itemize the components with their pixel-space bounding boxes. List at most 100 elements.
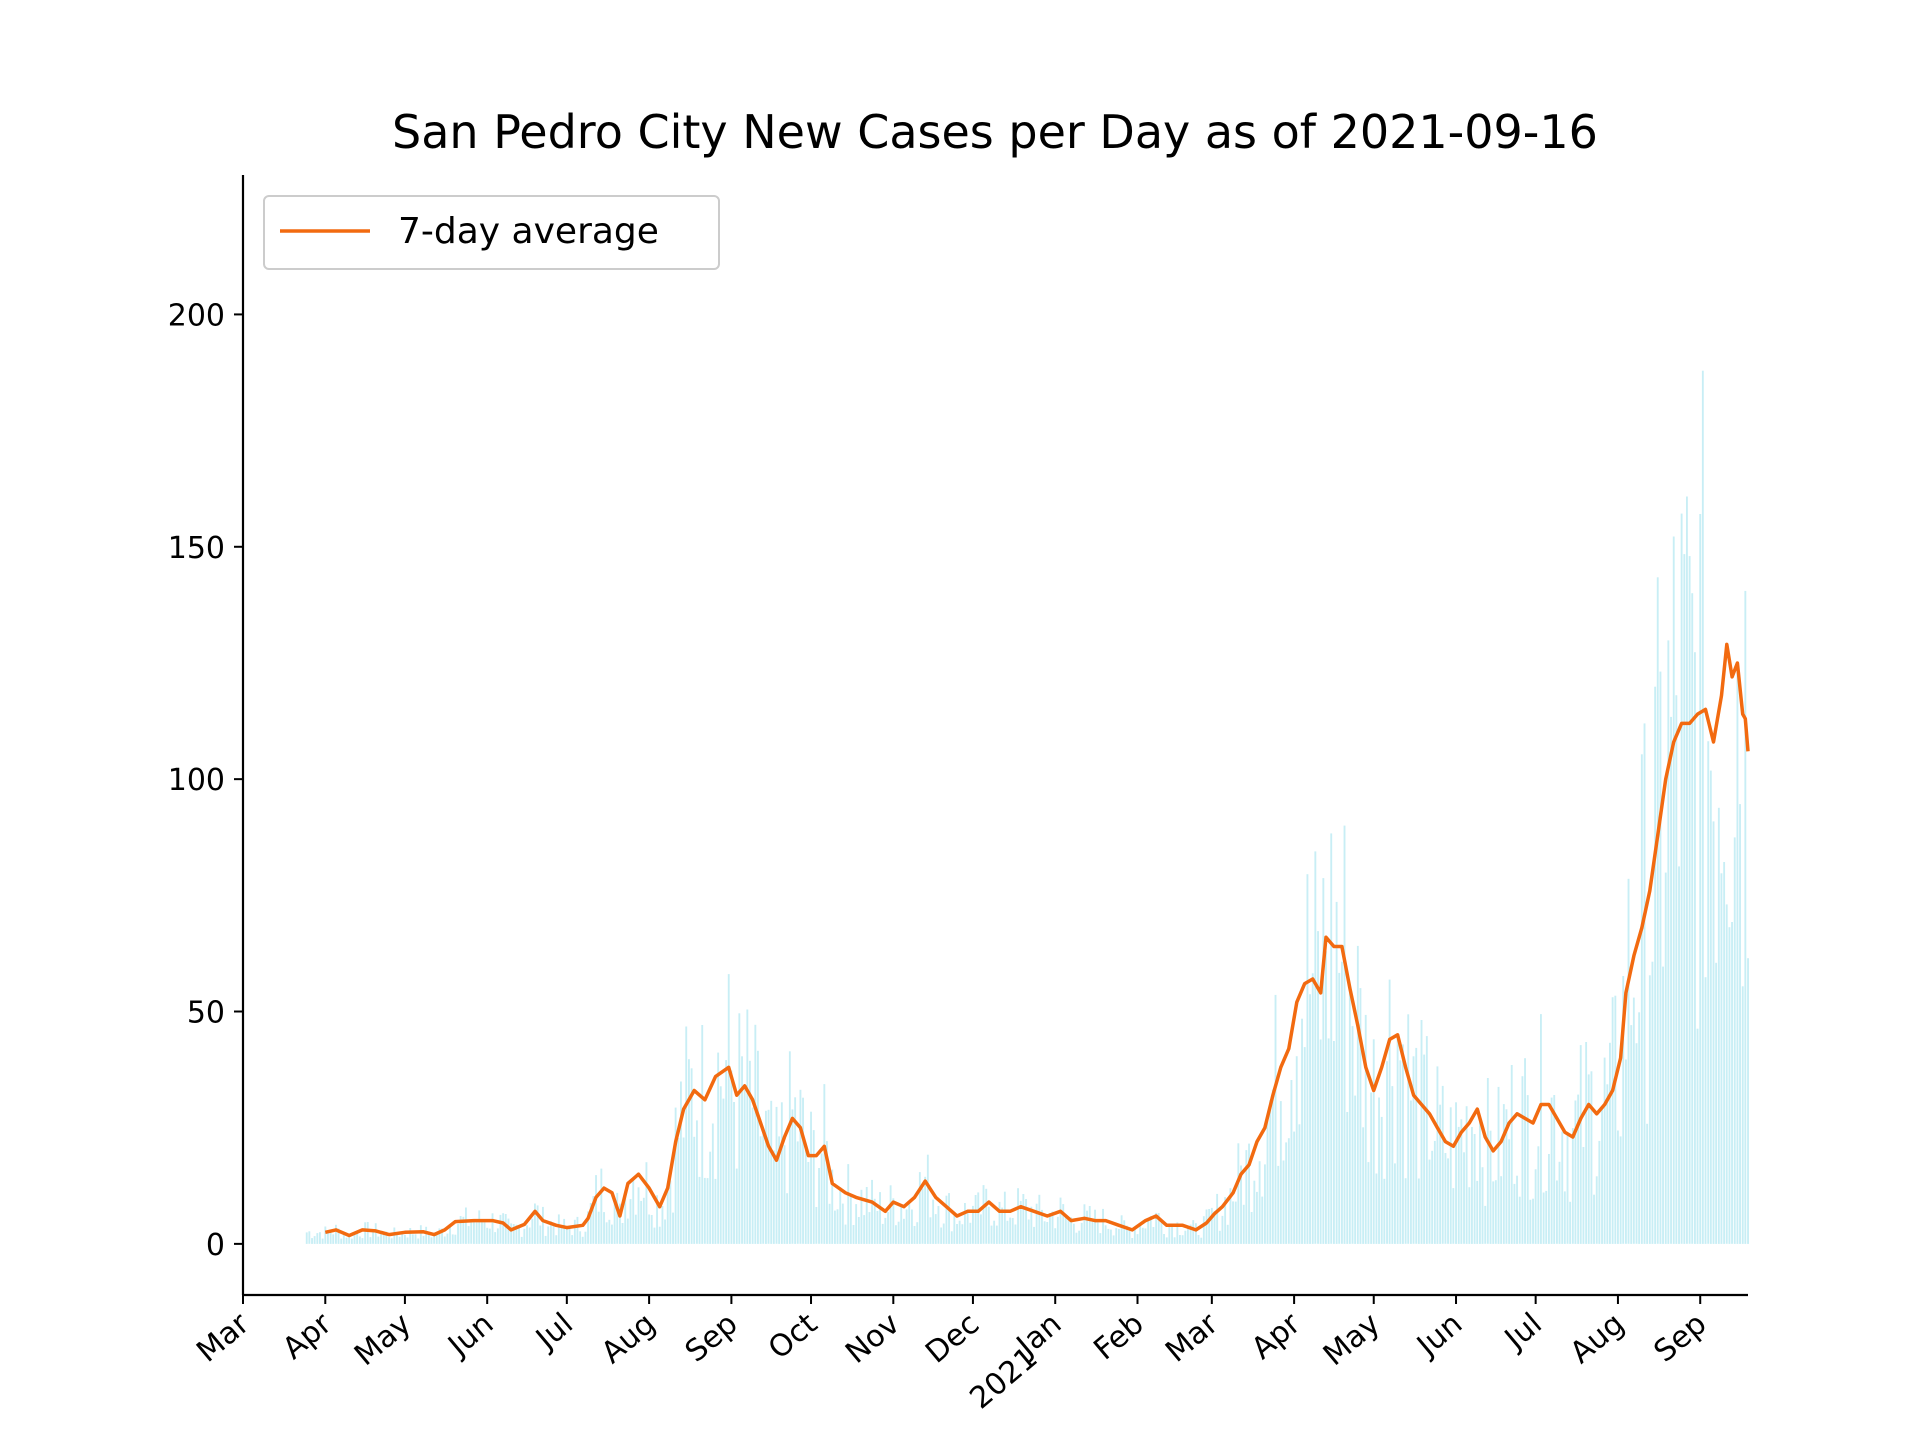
daily-bar xyxy=(581,1236,584,1244)
daily-bar xyxy=(767,1109,770,1244)
daily-bar xyxy=(621,1223,624,1244)
daily-bar xyxy=(1747,958,1749,1244)
daily-bar xyxy=(916,1222,919,1244)
daily-bar xyxy=(993,1220,996,1244)
daily-bar xyxy=(1489,1130,1492,1244)
daily-bar xyxy=(443,1236,446,1244)
daily-bar xyxy=(1723,862,1726,1244)
daily-bar xyxy=(1184,1230,1187,1244)
daily-bar xyxy=(818,1168,820,1244)
daily-bar xyxy=(661,1206,664,1244)
daily-bar xyxy=(847,1164,850,1244)
daily-bar xyxy=(1269,1100,1272,1244)
daily-bar xyxy=(1415,1047,1418,1244)
daily-bar xyxy=(1293,1131,1296,1244)
daily-bar xyxy=(478,1210,481,1244)
daily-bar xyxy=(1317,931,1319,1244)
daily-bar xyxy=(1720,873,1723,1244)
daily-bar xyxy=(507,1218,510,1244)
daily-bar xyxy=(868,1212,871,1244)
daily-bar xyxy=(722,1098,725,1244)
daily-bar xyxy=(1003,1191,1006,1244)
daily-bar xyxy=(1399,1060,1402,1244)
daily-bar xyxy=(948,1193,950,1244)
daily-bar xyxy=(1179,1235,1181,1244)
daily-bar xyxy=(802,1097,804,1244)
daily-bar xyxy=(1500,1176,1503,1244)
daily-bar xyxy=(1096,1222,1099,1244)
daily-bar xyxy=(1226,1224,1229,1244)
daily-bar xyxy=(1640,754,1643,1244)
daily-bar xyxy=(1574,1100,1577,1244)
daily-bar xyxy=(1195,1223,1197,1244)
daily-bar xyxy=(544,1235,547,1244)
daily-bar xyxy=(908,1201,911,1244)
daily-bar xyxy=(1359,988,1362,1244)
daily-bar xyxy=(1625,1059,1627,1244)
daily-bar xyxy=(446,1233,449,1244)
daily-bar xyxy=(812,1130,815,1244)
daily-bar xyxy=(419,1225,422,1244)
daily-bar xyxy=(1033,1226,1035,1244)
daily-bar xyxy=(1348,989,1351,1244)
daily-bar xyxy=(1561,1131,1564,1244)
daily-bar xyxy=(1606,1084,1609,1244)
daily-bar xyxy=(589,1203,592,1244)
daily-bar xyxy=(1394,1163,1396,1244)
daily-bar xyxy=(1632,997,1635,1244)
daily-bar xyxy=(709,1151,712,1244)
daily-bar xyxy=(640,1200,643,1244)
daily-bar xyxy=(611,1224,613,1244)
daily-bar xyxy=(1611,997,1614,1244)
daily-bar xyxy=(1088,1206,1091,1244)
daily-bar xyxy=(597,1211,600,1244)
daily-bar xyxy=(924,1176,927,1244)
daily-bar xyxy=(1617,1130,1619,1244)
daily-bar xyxy=(496,1228,499,1244)
daily-bar xyxy=(1234,1201,1237,1244)
daily-bar xyxy=(892,1198,895,1244)
daily-bar xyxy=(1643,723,1646,1244)
daily-bar xyxy=(836,1209,839,1244)
daily-bar xyxy=(1553,1095,1556,1244)
daily-bar xyxy=(881,1223,884,1244)
daily-bar xyxy=(1595,1176,1598,1244)
daily-bar xyxy=(1330,833,1333,1244)
daily-bar xyxy=(1298,1124,1301,1244)
daily-bar xyxy=(1558,1161,1561,1244)
daily-bar xyxy=(770,1100,773,1244)
daily-bar xyxy=(1627,878,1630,1244)
daily-bar xyxy=(1712,821,1715,1244)
daily-bar xyxy=(1707,741,1710,1244)
daily-bar xyxy=(1694,652,1696,1244)
daily-bar xyxy=(950,1231,953,1244)
daily-bar xyxy=(1017,1188,1019,1244)
daily-bar xyxy=(560,1227,563,1244)
daily-bar xyxy=(1041,1209,1043,1244)
x-tick-label: Dec xyxy=(919,1306,986,1370)
daily-bar xyxy=(759,1136,762,1244)
daily-bar xyxy=(653,1227,656,1244)
daily-bar xyxy=(714,1178,717,1244)
daily-bar xyxy=(1279,1101,1282,1244)
daily-bar xyxy=(1144,1228,1147,1244)
daily-bar xyxy=(1646,1123,1649,1244)
daily-bar xyxy=(1086,1210,1088,1244)
daily-bar xyxy=(1494,1180,1497,1244)
daily-bar xyxy=(1402,1044,1404,1244)
daily-bar xyxy=(483,1222,486,1244)
daily-bar xyxy=(852,1225,855,1244)
daily-bar xyxy=(1404,1178,1407,1244)
daily-bar xyxy=(634,1214,637,1244)
daily-bar xyxy=(1656,577,1659,1244)
daily-bar xyxy=(828,1203,831,1244)
daily-bar xyxy=(674,1107,677,1244)
daily-bar xyxy=(1492,1181,1495,1244)
daily-bar xyxy=(839,1187,842,1244)
daily-bar xyxy=(1229,1188,1232,1244)
daily-bar xyxy=(1187,1228,1189,1244)
daily-bar xyxy=(571,1235,574,1244)
daily-bar xyxy=(1680,513,1683,1244)
daily-bar xyxy=(1370,1092,1373,1244)
legend-frame xyxy=(263,195,720,270)
